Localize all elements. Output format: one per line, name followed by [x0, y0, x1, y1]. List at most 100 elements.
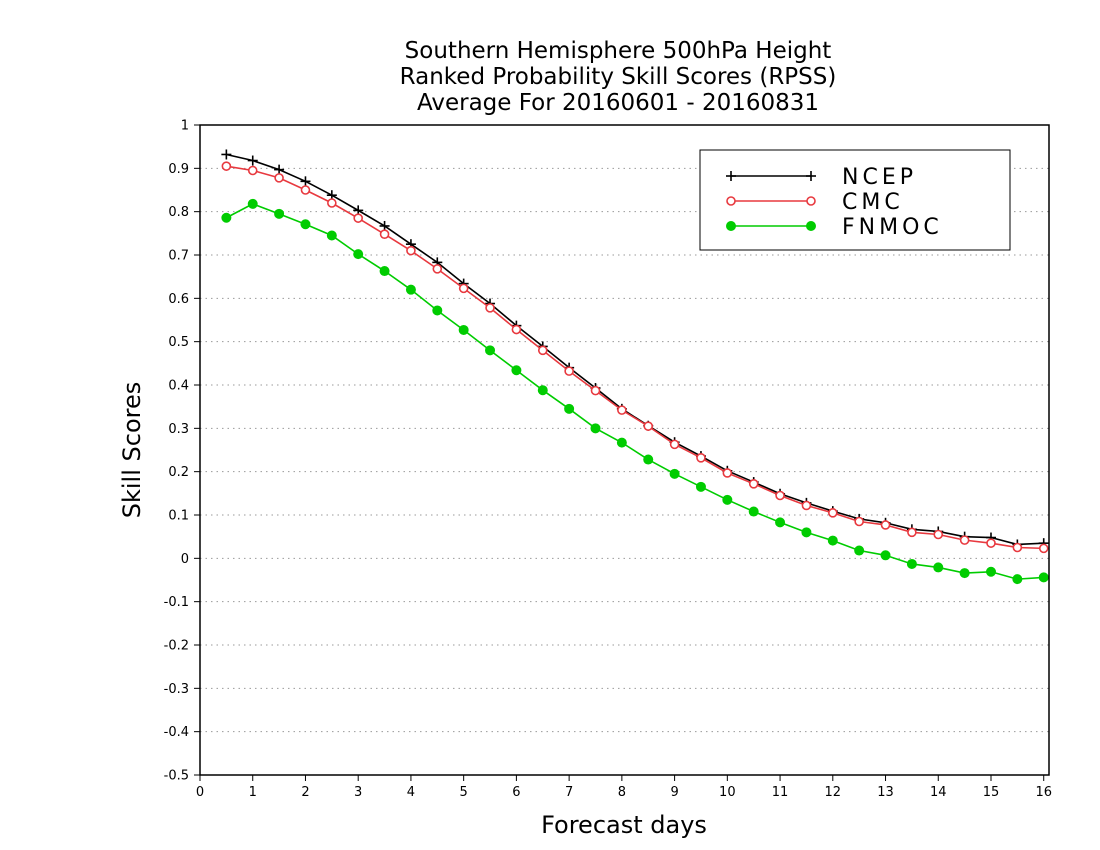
legend-marker: [806, 196, 816, 206]
data-point-cmc: [590, 385, 601, 396]
legend-item-fnmoc: FNMOC: [726, 215, 943, 240]
x-tick-label: 0: [196, 785, 204, 800]
data-point-fnmoc: [669, 468, 680, 479]
data-point-fnmoc: [458, 324, 469, 335]
data-point-cmc: [669, 439, 680, 450]
data-point-cmc: [986, 538, 996, 548]
data-point-cmc: [327, 198, 337, 208]
data-point-fnmoc: [801, 527, 812, 538]
data-point-cmc: [247, 165, 258, 176]
data-point-fnmoc: [933, 562, 944, 573]
data-point-fnmoc: [564, 403, 575, 414]
gridlines: [200, 167, 1049, 733]
legend-label-ncep: NCEP: [842, 165, 917, 190]
data-point-fnmoc: [590, 423, 601, 434]
legend-marker: [726, 196, 736, 206]
data-point-cmc: [880, 520, 891, 530]
legend-marker: [806, 171, 816, 181]
data-point-cmc: [775, 490, 785, 501]
x-tick-label: 3: [354, 785, 362, 800]
data-point-cmc: [959, 535, 970, 545]
data-point-fnmoc: [643, 454, 654, 465]
x-tick-label: 16: [1035, 785, 1052, 800]
data-point-fnmoc: [1038, 572, 1049, 583]
data-point-ncep: [274, 164, 285, 175]
y-tick-label: 0.6: [168, 292, 189, 307]
y-tick-label: 0: [181, 552, 189, 567]
x-tick-label: 9: [670, 785, 678, 800]
plot-frame: [199, 124, 1050, 776]
data-point-cmc: [722, 468, 733, 478]
data-point-cmc: [1038, 543, 1049, 554]
data-point-fnmoc: [300, 219, 311, 230]
data-point-cmc: [274, 173, 284, 183]
legend-label-fnmoc: FNMOC: [842, 215, 943, 240]
data-point-cmc: [537, 345, 548, 356]
chart-title: Southern Hemisphere 500hPa Height Ranked…: [400, 38, 837, 116]
data-point-cmc: [933, 529, 944, 540]
chart-title-line-3: Average For 20160601 - 20160831: [417, 90, 819, 116]
data-point-fnmoc: [537, 385, 548, 396]
y-tick-label: 0.7: [168, 249, 189, 264]
data-point-fnmoc: [432, 305, 443, 316]
y-tick-label: 0.9: [168, 162, 189, 177]
x-tick-label: 1: [249, 785, 257, 800]
data-point-cmc: [643, 421, 654, 431]
data-point-fnmoc: [775, 517, 786, 528]
data-point-fnmoc: [722, 494, 733, 505]
data-point-cmc: [696, 452, 706, 463]
x-tick-label: 10: [719, 785, 736, 800]
y-tick-label: 0.1: [168, 509, 189, 524]
legend-label-cmc: CMC: [842, 190, 904, 215]
data-point-ncep: [379, 220, 390, 231]
data-point-fnmoc: [511, 365, 522, 376]
data-point-fnmoc: [827, 535, 838, 546]
data-point-cmc: [854, 516, 864, 527]
data-point-cmc: [432, 264, 443, 274]
x-axis-label: Forecast days: [541, 811, 707, 839]
x-tick-label: 7: [565, 785, 573, 800]
data-point-fnmoc: [1012, 574, 1023, 585]
data-point-fnmoc: [748, 506, 759, 517]
legend-marker: [806, 221, 816, 231]
x-tick-label: 12: [825, 785, 842, 800]
data-point-fnmoc: [485, 345, 496, 356]
y-tick-label: -0.3: [164, 682, 189, 697]
series-cmc: [221, 161, 1049, 554]
axes: 1 0.9 0.8 0.7 0.6 0.5 0.4 0.3 0.2 0.1 0 -0.1 -0.2 -0.…: [164, 119, 1052, 801]
legend-item-ncep: NCEP: [726, 165, 917, 190]
legend-item-cmc: CMC: [726, 190, 904, 215]
y-tick-label: 1: [181, 119, 189, 134]
x-tick-label: 6: [512, 785, 520, 800]
chart-title-line-2: Ranked Probability Skill Scores (RPSS): [400, 64, 837, 90]
chart-title-line-1: Southern Hemisphere 500hPa Height: [405, 38, 832, 64]
x-tick-label: 5: [460, 785, 468, 800]
y-tick-label: 0.4: [168, 379, 189, 394]
data-point-cmc: [801, 500, 812, 511]
data-point-cmc: [827, 508, 838, 518]
data-point-ncep: [300, 176, 311, 187]
data-series: [221, 149, 1049, 585]
data-point-fnmoc: [880, 550, 891, 561]
data-point-ncep: [247, 155, 258, 166]
data-point-fnmoc: [326, 230, 337, 241]
x-tick-label: 4: [407, 785, 415, 800]
y-tick-label: -0.5: [164, 769, 189, 784]
data-point-fnmoc: [854, 545, 865, 556]
series-fnmoc: [221, 198, 1049, 585]
data-point-cmc: [564, 366, 574, 376]
data-point-cmc: [300, 185, 311, 195]
data-point-cmc: [617, 405, 627, 415]
y-tick-label: 0.8: [168, 205, 189, 220]
data-point-cmc: [1012, 542, 1023, 553]
data-point-fnmoc: [959, 568, 970, 579]
legend-box: [699, 149, 1011, 251]
x-tick-label: 8: [618, 785, 626, 800]
x-tick-label: 11: [772, 785, 789, 800]
data-point-fnmoc: [405, 284, 416, 295]
data-point-cmc: [907, 527, 917, 538]
legend-marker: [726, 171, 736, 181]
data-point-fnmoc: [353, 249, 364, 260]
